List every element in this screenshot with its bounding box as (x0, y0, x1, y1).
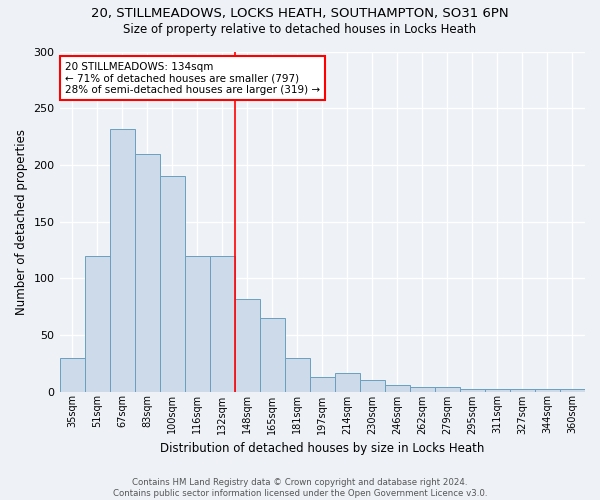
Bar (485, 389, 510, 392)
Bar (535, 389, 560, 392)
Bar (385, 384, 410, 392)
Bar (510, 389, 535, 392)
Bar (110, 128, 134, 392)
Bar (209, 256, 235, 392)
Text: 20, STILLMEADOWS, LOCKS HEATH, SOUTHAMPTON, SO31 6PN: 20, STILLMEADOWS, LOCKS HEATH, SOUTHAMPT… (91, 8, 509, 20)
Bar (410, 387, 435, 392)
X-axis label: Distribution of detached houses by size in Locks Heath: Distribution of detached houses by size … (160, 442, 484, 455)
Bar (235, 298, 260, 392)
Bar (310, 377, 335, 392)
Bar (560, 389, 585, 392)
Text: 20 STILLMEADOWS: 134sqm
← 71% of detached houses are smaller (797)
28% of semi-d: 20 STILLMEADOWS: 134sqm ← 71% of detache… (65, 62, 320, 95)
Text: Contains HM Land Registry data © Crown copyright and database right 2024.
Contai: Contains HM Land Registry data © Crown c… (113, 478, 487, 498)
Bar (185, 256, 209, 392)
Y-axis label: Number of detached properties: Number of detached properties (15, 128, 28, 314)
Bar (460, 389, 485, 392)
Bar (335, 374, 360, 392)
Bar (85, 256, 110, 392)
Bar (435, 387, 460, 392)
Bar (134, 154, 160, 392)
Bar (360, 380, 385, 392)
Text: Size of property relative to detached houses in Locks Heath: Size of property relative to detached ho… (124, 22, 476, 36)
Bar (160, 176, 185, 392)
Bar (260, 318, 285, 392)
Bar (59, 358, 85, 392)
Bar (285, 358, 310, 392)
